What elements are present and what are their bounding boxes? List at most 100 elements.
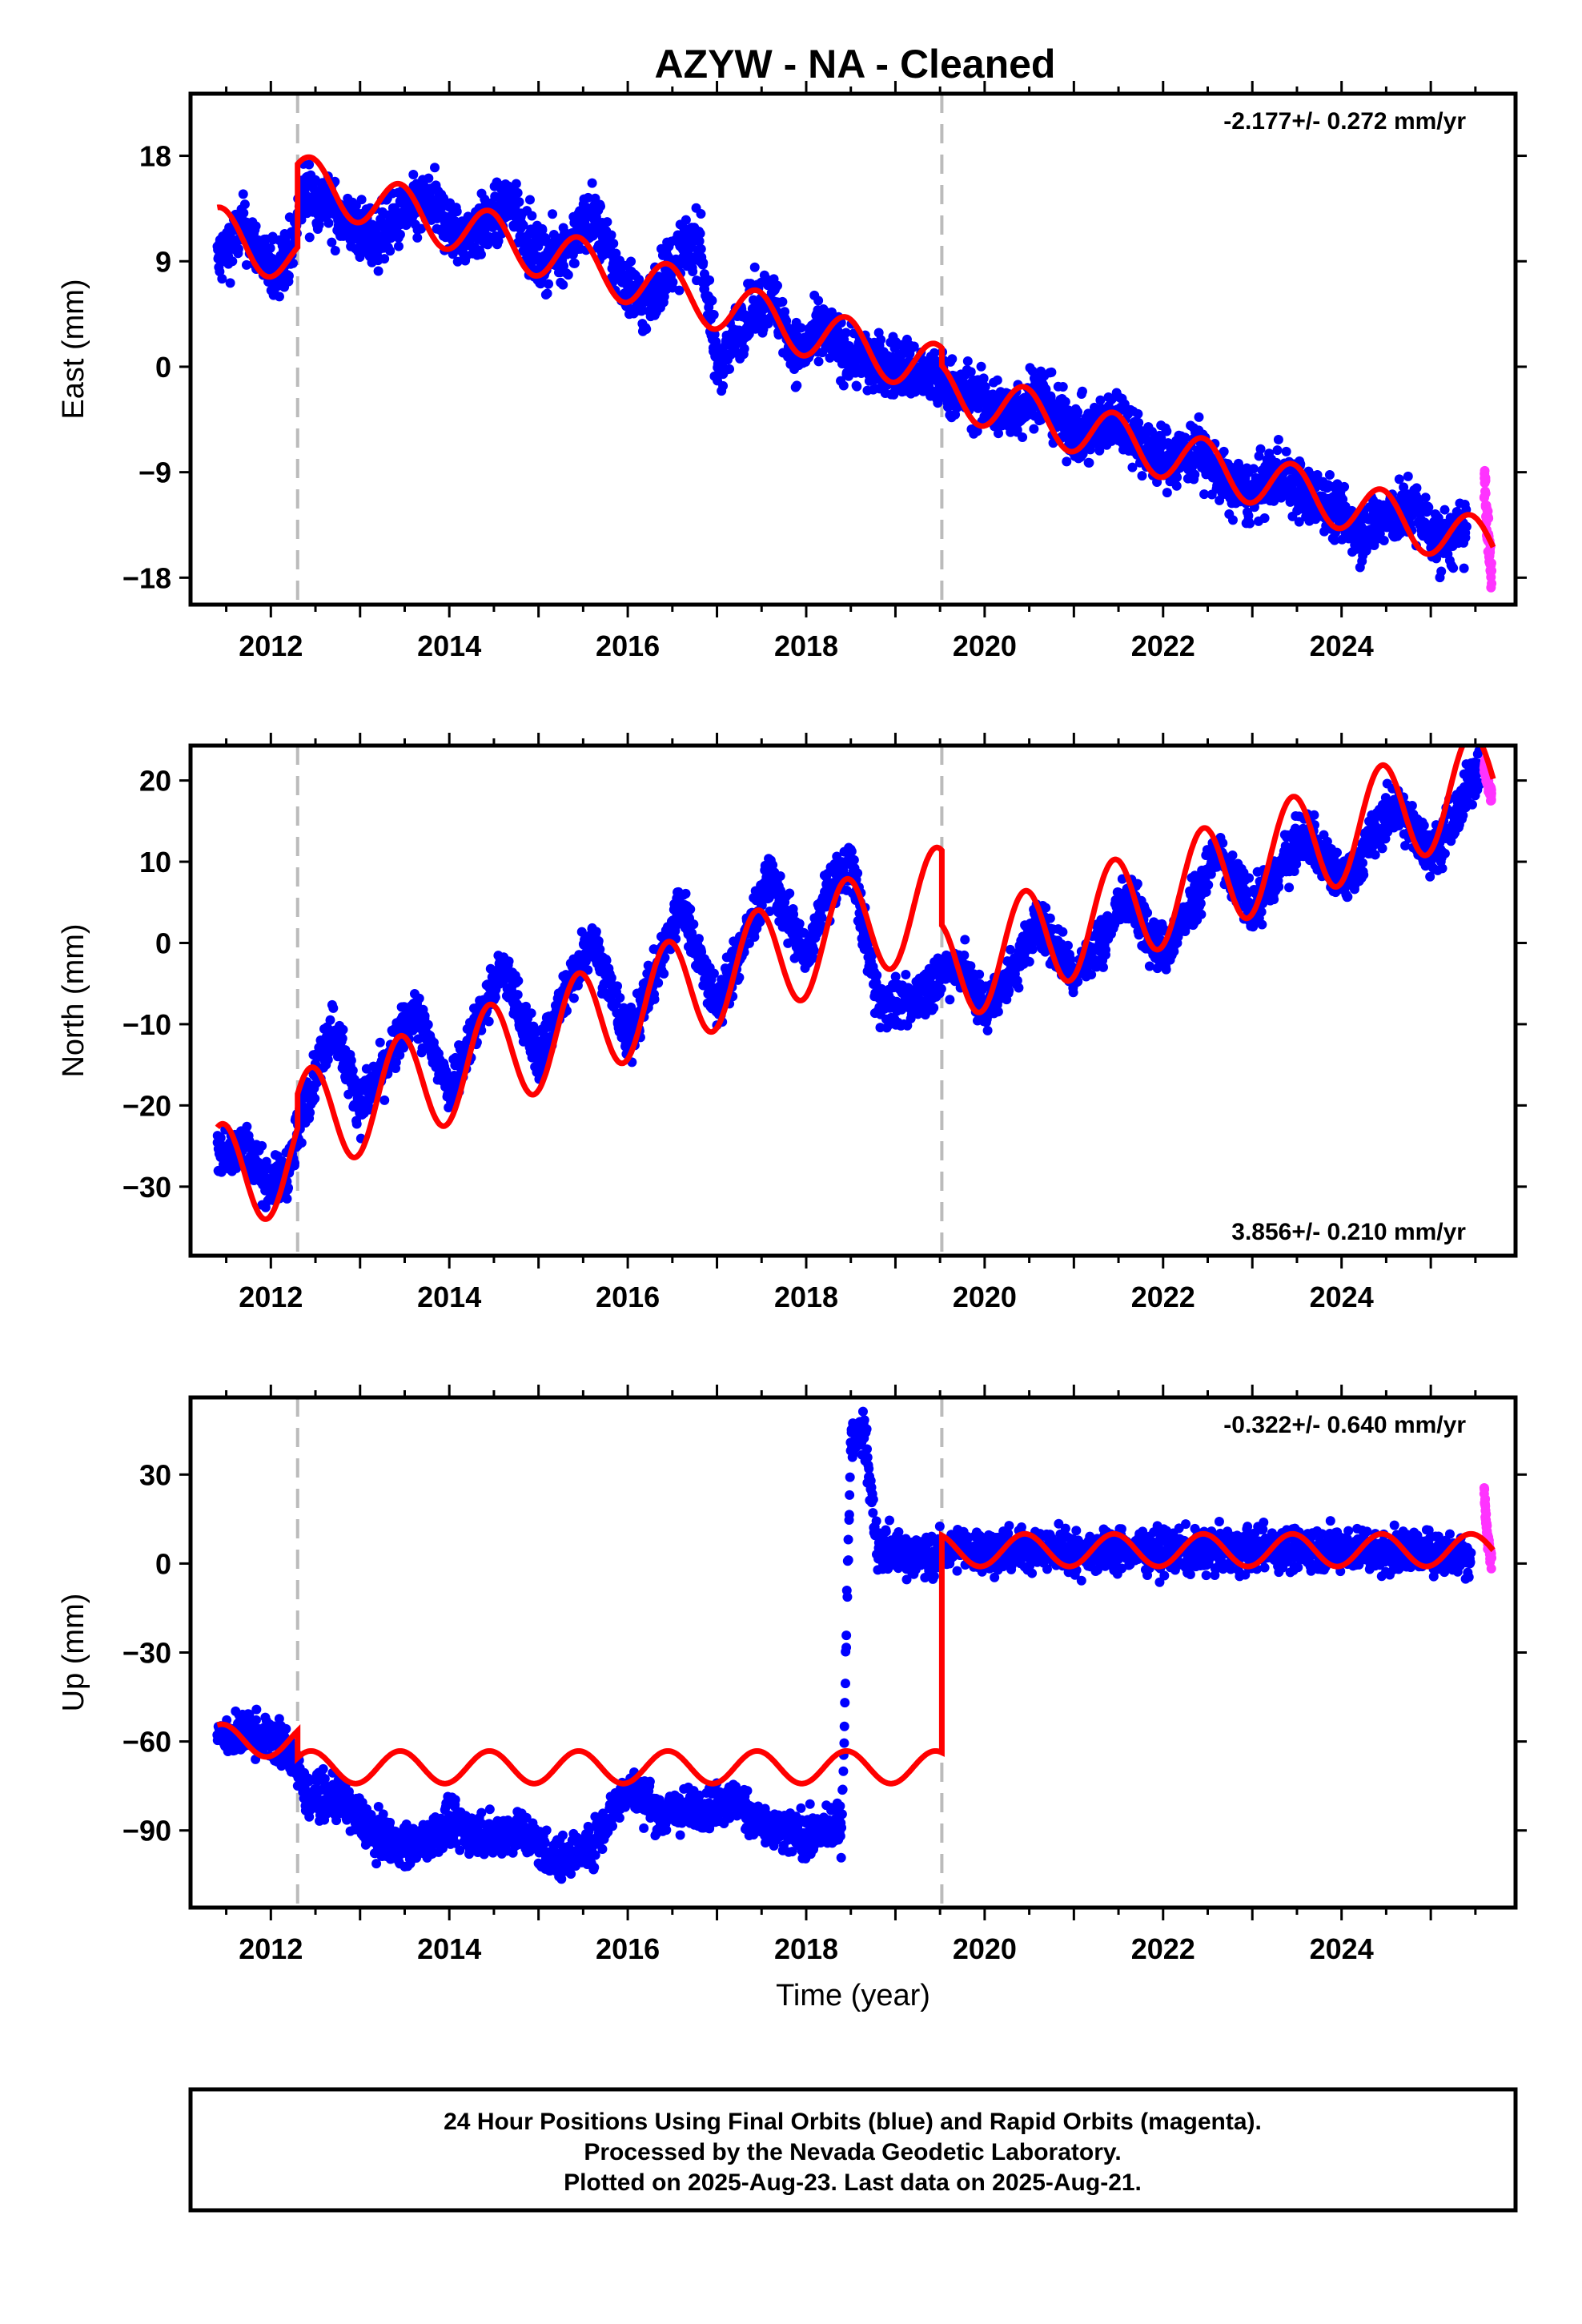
data-point	[379, 1095, 390, 1105]
data-point	[511, 179, 521, 189]
x-tick-label: 2022	[1131, 629, 1195, 662]
data-point	[239, 207, 249, 218]
data-point	[1272, 445, 1283, 456]
data-point	[709, 968, 719, 979]
data-point	[452, 256, 463, 267]
data-point	[1273, 434, 1283, 444]
data-point	[1433, 513, 1443, 523]
plot-area	[212, 154, 1497, 593]
data-point	[1084, 457, 1094, 468]
y-tick-label: 0	[155, 351, 171, 384]
data-point	[681, 215, 691, 225]
data-point	[1394, 474, 1404, 485]
data-point	[813, 296, 824, 306]
data-point	[583, 965, 593, 975]
data-point	[1058, 382, 1068, 392]
data-point	[1436, 566, 1447, 577]
data-point	[1171, 480, 1182, 491]
data-point	[1399, 482, 1409, 493]
data-point	[548, 209, 558, 219]
data-point	[765, 907, 775, 917]
y-axis-label: East (mm)	[57, 279, 90, 419]
data-point	[569, 258, 580, 268]
data-point	[749, 931, 760, 942]
data-point	[1487, 578, 1497, 589]
data-point	[241, 259, 251, 270]
data-point	[215, 267, 225, 277]
data-point	[1127, 462, 1138, 472]
data-point	[423, 1019, 433, 1030]
data-point	[413, 1034, 424, 1044]
data-point	[215, 1132, 226, 1143]
data-point	[695, 228, 705, 239]
data-point	[853, 868, 863, 879]
data-point	[1243, 510, 1254, 521]
x-tick-label: 2018	[774, 629, 838, 662]
data-point	[242, 1121, 252, 1132]
plot-area	[212, 746, 1496, 1222]
data-point	[872, 970, 882, 980]
data-point	[559, 261, 569, 271]
data-point	[1459, 563, 1469, 573]
y-tick-label: 0	[155, 927, 171, 959]
data-point	[693, 934, 704, 944]
data-point	[849, 854, 859, 865]
data-point	[416, 223, 427, 234]
data-point	[583, 192, 593, 203]
data-point	[375, 1037, 385, 1047]
data-point	[414, 993, 424, 1003]
data-point	[1062, 456, 1072, 467]
data-point	[1137, 471, 1147, 481]
data-point	[251, 221, 261, 231]
data-point	[476, 249, 486, 259]
data-point	[1194, 412, 1204, 422]
x-tick-label: 2024	[1310, 629, 1374, 662]
data-point	[1255, 444, 1266, 454]
data-point	[929, 348, 939, 358]
data-point	[225, 278, 235, 288]
data-point	[808, 953, 818, 963]
data-point	[909, 341, 919, 352]
data-point	[412, 232, 423, 243]
data-point	[709, 329, 720, 340]
data-point	[304, 159, 315, 170]
data-point	[1219, 446, 1229, 456]
data-point	[593, 936, 604, 947]
y-tick-label: −9	[139, 456, 171, 489]
data-point	[608, 239, 619, 249]
data-point	[595, 944, 605, 955]
data-point	[1294, 517, 1304, 527]
data-point	[296, 1137, 307, 1148]
data-point	[772, 280, 782, 291]
data-point	[1119, 399, 1130, 409]
axes-frame	[188, 91, 1518, 607]
data-point	[504, 956, 514, 967]
data-point	[274, 292, 284, 302]
data-point	[1411, 483, 1422, 493]
data-point	[526, 1008, 536, 1019]
data-point	[1199, 489, 1210, 500]
data-point	[852, 381, 862, 392]
x-tick-label: 2022	[1131, 1281, 1195, 1313]
data-point	[775, 870, 785, 881]
data-point	[698, 258, 709, 268]
data-point	[1461, 521, 1472, 532]
data-point	[1018, 432, 1028, 442]
data-point	[707, 296, 717, 306]
data-point	[568, 993, 579, 1003]
data-point	[1403, 471, 1413, 481]
data-point	[777, 296, 788, 307]
data-point	[1460, 533, 1471, 543]
data-point	[668, 277, 678, 287]
data-point	[792, 380, 802, 391]
data-point	[356, 195, 367, 205]
data-point	[694, 236, 705, 247]
data-point	[233, 243, 243, 254]
data-point	[649, 994, 660, 1004]
data-point	[305, 1108, 315, 1118]
data-point	[544, 279, 554, 289]
data-point	[330, 245, 340, 255]
data-point	[430, 163, 440, 173]
